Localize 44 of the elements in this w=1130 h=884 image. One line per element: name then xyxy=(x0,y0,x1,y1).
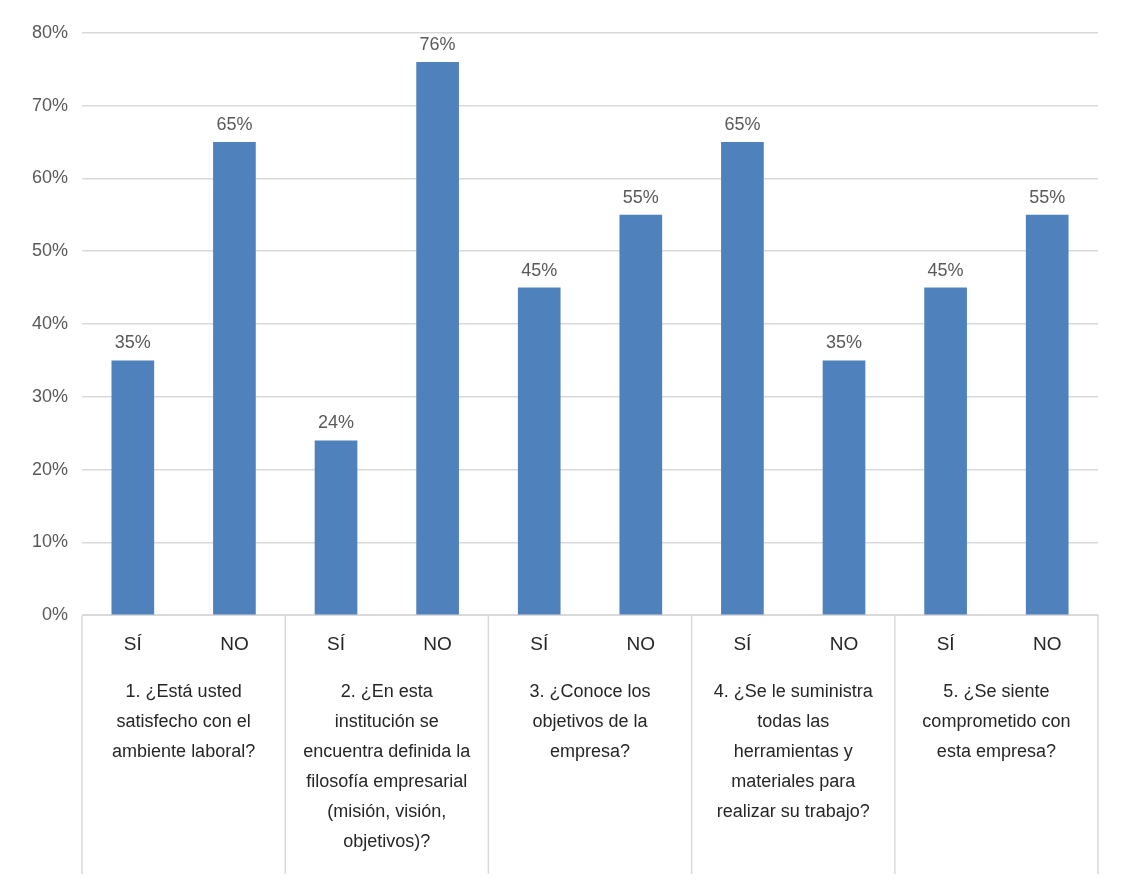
data-label: 55% xyxy=(1029,186,1066,207)
x-tick-label: NO xyxy=(1032,632,1062,654)
text: 4. ¿Se le suministra todas las herramientas y materiales para realizar su trabajo? xyxy=(713,681,874,822)
y-tick-label: 70% xyxy=(32,94,69,115)
data-label: 45% xyxy=(927,259,964,280)
bar xyxy=(619,214,663,615)
data-label: 65% xyxy=(724,113,761,134)
bar xyxy=(924,287,967,615)
bar xyxy=(1025,214,1069,615)
y-tick-label: 80% xyxy=(32,21,69,42)
x-tick-label: NO xyxy=(423,632,452,654)
text: 3. ¿Conoce los objetivos de la empresa? xyxy=(529,681,651,762)
data-label: 76% xyxy=(419,33,456,54)
text: 2. ¿En esta institución se encuentra definida la filosofía empresarial (misión, visión, objetivos)? xyxy=(303,681,472,852)
y-tick-label: 0% xyxy=(42,604,69,625)
bar xyxy=(416,61,459,615)
data-label: 45% xyxy=(521,259,558,280)
bar xyxy=(111,360,155,615)
y-tick-label: 30% xyxy=(32,385,69,406)
x-tick-label: NO xyxy=(829,632,859,654)
bar xyxy=(822,360,866,615)
x-tick-label: NO xyxy=(220,632,249,654)
x-tick-label: SÍ xyxy=(733,632,753,654)
data-label: 35% xyxy=(825,332,863,353)
bar xyxy=(213,142,256,615)
y-tick-label: 50% xyxy=(32,240,69,261)
x-tick-label: SÍ xyxy=(530,632,549,654)
x-tick-label: SÍ xyxy=(327,632,346,654)
data-label: 55% xyxy=(622,186,659,207)
y-tick-label: 40% xyxy=(32,312,69,333)
y-tick-label: 60% xyxy=(32,167,69,188)
text: 1. ¿Está usted satisfecho con el ambiente laboral? xyxy=(112,681,256,762)
y-tick-label: 10% xyxy=(32,531,69,552)
bar xyxy=(721,142,764,615)
x-tick-label: SÍ xyxy=(936,632,956,654)
bar xyxy=(517,287,561,615)
data-label: 35% xyxy=(114,332,151,353)
text: 5. ¿Se siente comprometido con esta empresa? xyxy=(922,681,1071,762)
data-label: 24% xyxy=(318,412,355,433)
y-tick-label: 20% xyxy=(32,458,69,479)
x-tick-label: NO xyxy=(626,632,656,654)
x-tick-label: SÍ xyxy=(123,632,143,654)
data-label: 65% xyxy=(216,113,253,134)
bar xyxy=(314,440,358,615)
